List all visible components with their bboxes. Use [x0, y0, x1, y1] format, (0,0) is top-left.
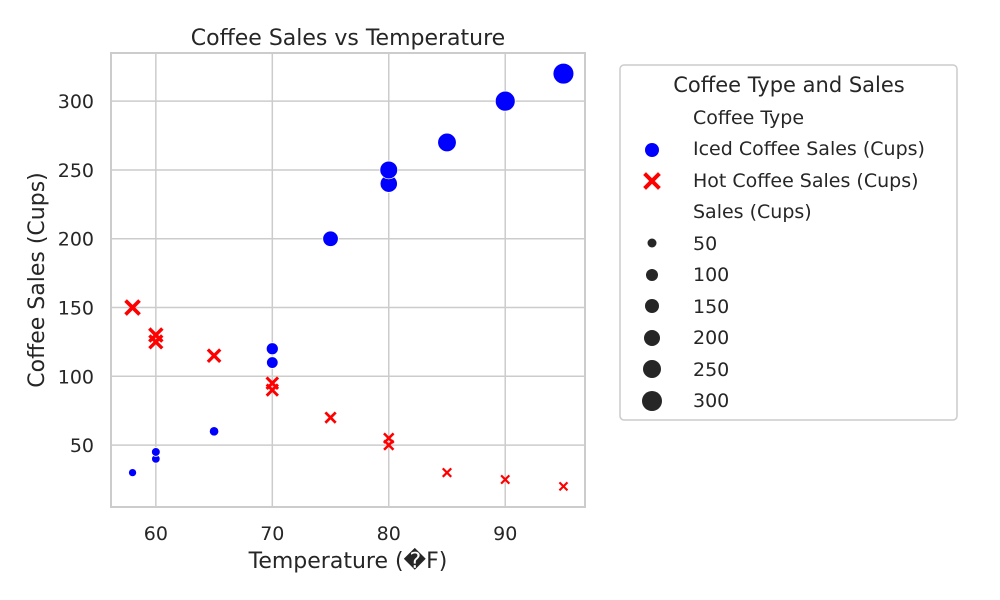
tick-labels: 60 70 80 90 50 100 150 200 250 300: [58, 91, 518, 545]
x-tick-label: 80: [377, 523, 401, 545]
legend-size-title: Sales (Cups): [693, 201, 812, 223]
legend-size-marker: [642, 391, 662, 411]
legend-size-label: 100: [693, 264, 729, 286]
y-tick-label: 150: [58, 298, 94, 320]
y-tick-label: 100: [58, 366, 94, 388]
iced-point: [208, 426, 220, 437]
iced-point: [379, 160, 399, 180]
hot-point: [124, 299, 141, 316]
legend-frame: [619, 64, 958, 421]
hot-point: [206, 348, 222, 364]
iced-point: [494, 90, 516, 112]
iced-point: [266, 356, 279, 369]
legend-size-label: 150: [693, 296, 729, 318]
legend: Coffee Type and Sales Coffee Type Iced C…: [619, 64, 958, 421]
legend-size-marker: [644, 330, 660, 346]
legend-title: Coffee Type and Sales: [673, 73, 904, 97]
hot-point: [500, 474, 511, 485]
hot-point: [265, 376, 280, 390]
legend-size-label: 250: [693, 359, 729, 381]
y-tick-label: 200: [58, 229, 94, 251]
legend-size-marker: [645, 299, 659, 313]
legend-size-label: 300: [693, 390, 729, 412]
x-tick-label: 70: [260, 523, 284, 545]
hot-point: [383, 432, 395, 444]
x-tick-label: 60: [144, 523, 168, 545]
grid: [111, 53, 585, 507]
hot-point: [441, 467, 453, 478]
legend-hue-title: Coffee Type: [693, 107, 804, 129]
y-axis-label: Coffee Sales (Cups): [25, 172, 50, 388]
y-tick-label: 50: [70, 435, 94, 457]
legend-label-hot: Hot Coffee Sales (Cups): [693, 170, 919, 192]
data-points: [124, 62, 575, 492]
legend-size-marker: [643, 360, 661, 378]
x-axis-label: Temperature (�F): [248, 547, 448, 574]
y-tick-label: 250: [58, 160, 94, 182]
y-tick-label: 300: [58, 91, 94, 113]
iced-point: [437, 132, 457, 153]
iced-point: [128, 468, 138, 478]
x-tick-label: 90: [493, 523, 517, 545]
legend-size-marker: [647, 238, 657, 248]
chart-title: Coffee Sales vs Temperature: [191, 26, 505, 51]
iced-point: [151, 447, 161, 457]
legend-marker-hot: [643, 172, 661, 190]
legend-marker-iced: [645, 143, 659, 157]
hot-point: [558, 481, 569, 492]
iced-point: [552, 62, 575, 85]
plot-frame: [110, 52, 586, 508]
hot-point: [148, 327, 164, 343]
legend-label-iced: Iced Coffee Sales (Cups): [693, 138, 925, 160]
iced-point: [322, 230, 339, 247]
legend-size-label: 50: [693, 233, 717, 255]
iced-point: [265, 342, 279, 356]
legend-size-marker: [646, 269, 658, 281]
hot-point: [324, 411, 337, 424]
legend-size-label: 200: [693, 327, 729, 349]
